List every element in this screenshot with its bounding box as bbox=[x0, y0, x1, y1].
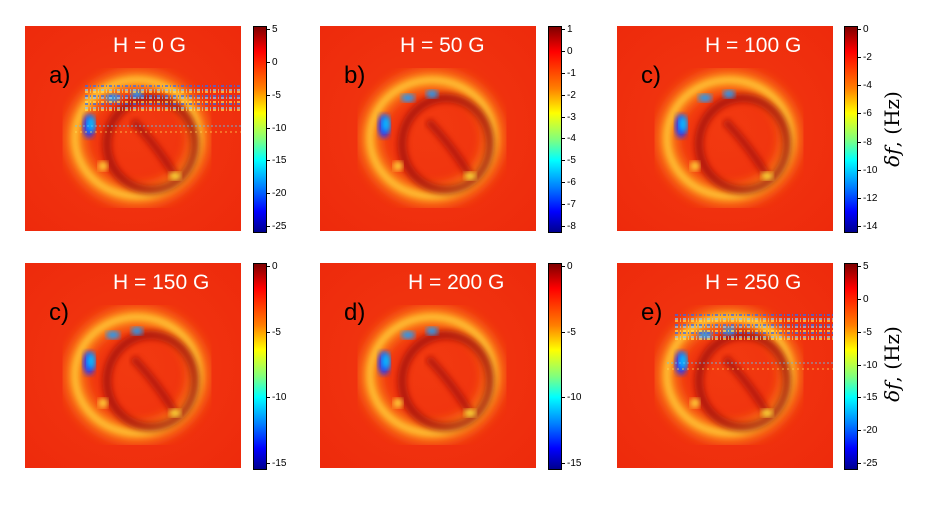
y-axis-label-top: δf, (Hz) bbox=[880, 91, 904, 167]
colorbar-tick-label: -14 bbox=[857, 221, 878, 232]
colorbar-tick-label: -10 bbox=[561, 392, 582, 404]
colorbar-tick-label: -10 bbox=[266, 392, 287, 404]
frequency-shift-map bbox=[320, 26, 536, 231]
colorbar-tick-label: 0 bbox=[267, 56, 278, 68]
colorbar-tick-label: -1 bbox=[562, 67, 576, 79]
frequency-shift-map bbox=[617, 263, 833, 468]
frequency-shift-map bbox=[25, 263, 241, 468]
colorbar-tick-label: 1 bbox=[562, 24, 573, 35]
colorbar-tick-label: -20 bbox=[266, 188, 287, 200]
panel-label: a) bbox=[49, 62, 71, 89]
colorbar-tick-label: -15 bbox=[561, 458, 582, 469]
colorbar-tick-label: -6 bbox=[858, 108, 872, 120]
panel-title: H = 100 G bbox=[705, 34, 802, 57]
colorbar-tick-label: -15 bbox=[266, 155, 287, 167]
y-axis-label-bottom: δf, (Hz) bbox=[880, 326, 904, 402]
colorbar bbox=[548, 26, 562, 233]
colorbar bbox=[548, 263, 562, 470]
colorbar-tick-label: -4 bbox=[562, 133, 576, 145]
panel-h100: c) H = 100 G bbox=[617, 26, 833, 231]
colorbar-tick-label: -10 bbox=[857, 164, 878, 176]
panel-h150: c) H = 150 G bbox=[25, 263, 241, 468]
panel-label: c) bbox=[641, 62, 661, 89]
colorbar-tick-label: -5 bbox=[858, 326, 872, 338]
colorbar-tick-label: -15 bbox=[266, 458, 287, 469]
colorbar-tick-label: 0 bbox=[562, 45, 573, 57]
colorbar-tick-label: -8 bbox=[562, 221, 576, 232]
colorbar-tick-label: 0 bbox=[267, 261, 278, 272]
colorbar-tick-label: -5 bbox=[562, 155, 576, 167]
colorbar-tick-label: -3 bbox=[562, 111, 576, 123]
colorbar-tick-label: 5 bbox=[267, 24, 278, 35]
panel-label: c) bbox=[49, 299, 69, 326]
colorbar-tick-label: -15 bbox=[857, 392, 878, 404]
panel-h0: a) H = 0 G bbox=[25, 26, 241, 231]
panel-h200: d) H = 200 G bbox=[320, 263, 536, 468]
colorbar bbox=[253, 26, 267, 233]
panel-label: d) bbox=[344, 299, 366, 326]
frequency-shift-map bbox=[617, 26, 833, 231]
colorbar-tick-label: 0 bbox=[858, 293, 869, 305]
colorbar-tick-label: -10 bbox=[857, 359, 878, 371]
colorbar-tick-label: -2 bbox=[858, 52, 872, 64]
colorbar-tick-label: -2 bbox=[562, 89, 576, 101]
colorbar-tick-label: -5 bbox=[267, 89, 281, 101]
colorbar-tick-label: -20 bbox=[857, 425, 878, 437]
panel-h250: e) H = 250 G bbox=[617, 263, 833, 468]
colorbar-tick-label: 5 bbox=[858, 261, 869, 272]
panel-title: H = 250 G bbox=[705, 271, 802, 294]
colorbar bbox=[844, 263, 858, 470]
colorbar-tick-label: -12 bbox=[857, 192, 878, 204]
panel-title: H = 150 G bbox=[113, 271, 210, 294]
colorbar-tick-label: -4 bbox=[858, 80, 872, 92]
panel-title: H = 50 G bbox=[400, 34, 485, 57]
colorbar bbox=[844, 26, 858, 233]
colorbar-tick-label: -25 bbox=[266, 221, 287, 232]
frequency-shift-map bbox=[320, 263, 536, 468]
colorbar-tick-label: -8 bbox=[858, 136, 872, 148]
colorbar-tick-label: 0 bbox=[858, 24, 869, 35]
colorbar-tick-label: -5 bbox=[562, 326, 576, 338]
panel-label: e) bbox=[641, 299, 663, 326]
colorbar-tick-label: -25 bbox=[857, 458, 878, 469]
colorbar bbox=[253, 263, 267, 470]
colorbar-tick-label: 0 bbox=[562, 261, 573, 272]
frequency-shift-map bbox=[25, 26, 241, 231]
panel-h50: b) H = 50 G bbox=[320, 26, 536, 231]
panel-title: H = 0 G bbox=[113, 34, 186, 57]
colorbar-tick-label: -5 bbox=[267, 326, 281, 338]
panel-label: b) bbox=[344, 62, 366, 89]
colorbar-tick-label: -10 bbox=[266, 122, 287, 134]
colorbar-tick-label: -7 bbox=[562, 199, 576, 211]
panel-title: H = 200 G bbox=[408, 271, 505, 294]
colorbar-tick-label: -6 bbox=[562, 177, 576, 189]
